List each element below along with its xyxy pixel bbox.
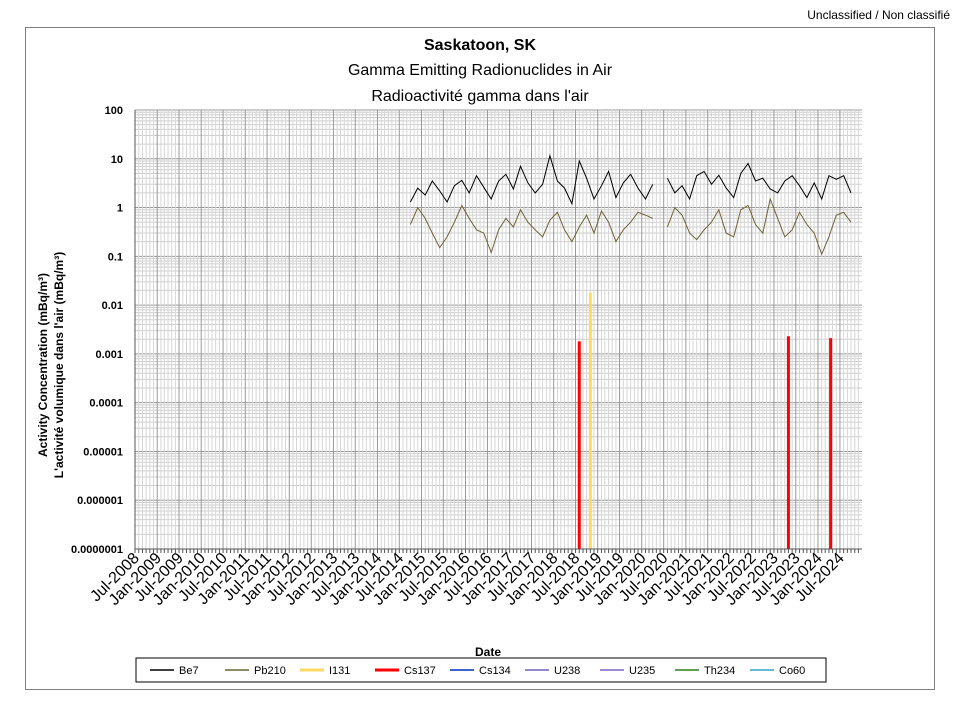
legend-label-th234: Th234 [704,665,735,677]
legend-label-u238: U238 [554,665,580,677]
legend-label-be7: Be7 [179,665,199,677]
series-line-be7 [666,162,852,201]
y-tick-label: 1 [117,203,123,215]
y-tick-label: 0.0000001 [71,544,123,556]
axes [134,110,862,553]
y-tick-label: 0.0001 [89,398,123,410]
chart-title: Saskatoon, SK [424,37,536,54]
y-tick-labels: 100 10 1 0.1 0.01 0.001 0.0001 0.00001 0.000001 0… [71,105,123,556]
y-axis-label-fr: L'activité volumique dans l'air (mBq/m³) [52,252,66,478]
series-line-be7 [409,153,654,206]
legend-label-i131: I131 [329,665,350,677]
series-line-pb210 [409,204,653,254]
legend-label-u235: U235 [629,665,655,677]
legend-label-cs134: Cs134 [479,665,511,677]
classification-label: Unclassified / Non classifié [807,8,950,22]
series-line-pb210 [666,197,852,256]
chart-frame [25,27,935,690]
y-tick-label: 0.01 [102,300,123,312]
y-tick-label: 0.1 [108,251,123,263]
y-tick-label: 100 [105,105,123,117]
y-tick-label: 0.000001 [77,495,123,507]
y-axis-label-en: Activity Concentration (mBq/m³) [36,273,50,457]
legend-label-pb210: Pb210 [254,665,286,677]
chart-subtitle-fr: Radioactivité gamma dans l'air [371,88,589,105]
x-tick-labels: Jul-2008Jan-2009Jul-2009Jan-2010Jul-2010… [87,550,847,609]
y-tick-label: 0.001 [95,349,123,361]
y-tick-label: 10 [111,154,123,166]
y-tick-label: 0.00001 [83,446,123,458]
chart-subtitle-en: Gamma Emitting Radionuclides in Air [348,62,613,79]
grid [134,109,862,550]
legend-label-cs137: Cs137 [404,665,436,677]
legend-label-co60: Co60 [779,665,805,677]
series-layer [409,153,852,549]
legend-box [135,657,827,683]
legend: Be7 Pb210 I131 Cs137 Cs134 U238 U235 Th234 Co60 [150,665,805,677]
x-axis-label: Date [475,645,501,659]
